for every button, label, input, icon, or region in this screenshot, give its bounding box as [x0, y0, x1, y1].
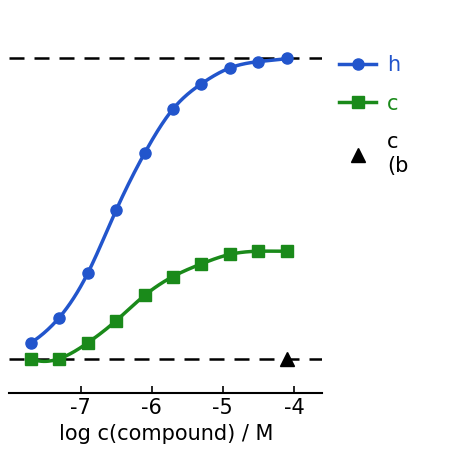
Legend: h, c, c
(b: h, c, c (b	[339, 55, 408, 176]
X-axis label: log c(compound) / M: log c(compound) / M	[59, 424, 273, 444]
